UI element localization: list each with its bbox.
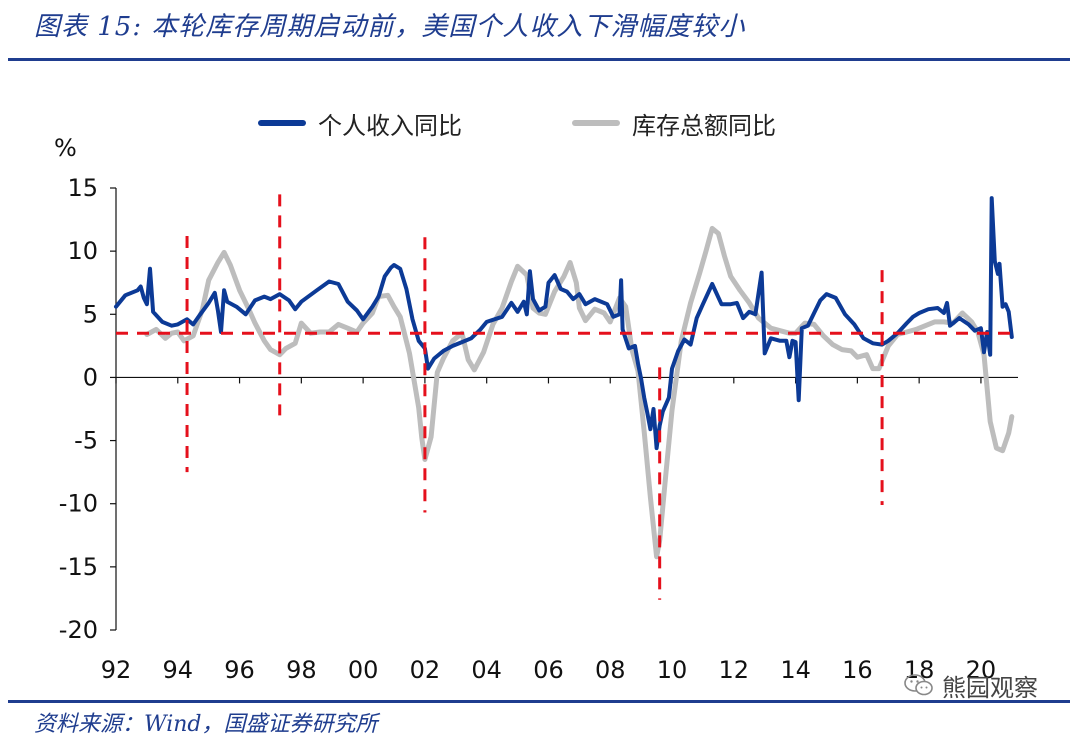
x-tick-label: 06 <box>533 656 564 684</box>
y-axis-unit-label: % <box>54 134 77 162</box>
watermark-text: 熊园观察 <box>942 668 1038 703</box>
y-tick-label: -10 <box>59 490 98 518</box>
y-tick-label: 0 <box>83 363 98 391</box>
y-tick-label: -20 <box>59 616 98 644</box>
source-divider <box>8 700 1070 703</box>
x-tick-label: 16 <box>842 656 873 684</box>
line-chart: 15 10 5 0 -5 -10 -15 -20% 92 94 96 98 00 02 04 06 08 10 12… <box>0 0 1080 700</box>
y-tick-label: -15 <box>59 553 98 581</box>
y-tick-label: -5 <box>74 427 98 455</box>
x-tick-label: 98 <box>286 656 317 684</box>
wechat-icon <box>904 673 934 697</box>
y-tick-label: 5 <box>83 300 98 328</box>
x-tick-label: 08 <box>595 656 626 684</box>
x-tick-label: 94 <box>163 656 194 684</box>
x-tick-label: 92 <box>101 656 132 684</box>
x-tick-label: 02 <box>410 656 441 684</box>
x-tick-label: 00 <box>348 656 379 684</box>
source-note: 资料来源：Wind，国盛证券研究所 <box>34 706 378 738</box>
watermark: 熊园观察 <box>904 670 1038 700</box>
x-tick-label: 10 <box>657 656 688 684</box>
x-tick-label: 14 <box>780 656 811 684</box>
x-tick-label: 04 <box>471 656 502 684</box>
series-line-income <box>116 198 1012 448</box>
y-tick-label: 10 <box>67 237 98 265</box>
y-tick-label: 15 <box>67 174 98 202</box>
x-tick-label: 12 <box>719 656 750 684</box>
x-tick-label: 96 <box>224 656 255 684</box>
